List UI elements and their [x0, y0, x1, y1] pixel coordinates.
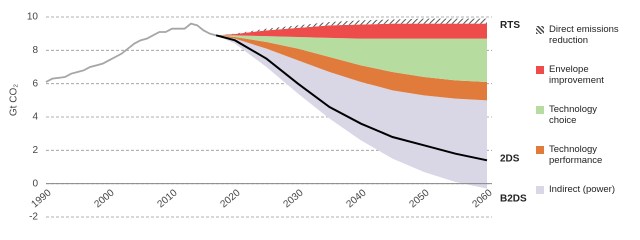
y-tick-label: 0 [32, 178, 38, 189]
scenario-label: RTS [500, 20, 520, 31]
legend-item: Technology performance [536, 144, 627, 166]
scenario-line [215, 34, 488, 162]
y-tick-label: 10 [27, 12, 39, 23]
y-tick-label: -2 [29, 212, 38, 223]
x-tick-label: 2060 [471, 187, 495, 210]
chart-svg: Gt CO₂ -2 0 2 4 6 8 10 RTS 2DS B2DS 1990 2000 2010 20… [9, 12, 527, 223]
area [216, 23, 487, 39]
legend-item: Direct emissions reduction [536, 24, 627, 46]
legend-item: Envelope improvement [536, 64, 627, 86]
legend-label: Indirect (power) [549, 184, 615, 195]
legend-label: Technology performance [549, 144, 603, 166]
y-tick-label: 2 [32, 145, 38, 156]
legend-label: Direct emissions reduction [549, 24, 619, 46]
legend-swatch [536, 26, 544, 34]
area [216, 18, 487, 36]
x-tick-label: 2000 [93, 187, 117, 210]
area [216, 35, 487, 101]
legend-item: Indirect (power) [536, 184, 627, 195]
legend-swatch [536, 66, 544, 74]
y-axis-label: Gt CO₂ [9, 84, 20, 116]
x-tick-label: 2030 [282, 187, 306, 210]
x-tick-label: 2040 [345, 187, 369, 210]
x-tick-label: 2010 [156, 187, 180, 210]
y-tick-label: 8 [32, 45, 38, 56]
area [216, 35, 487, 82]
x-tick-label: 1990 [30, 187, 54, 210]
legend-swatch [536, 106, 544, 114]
x-tick-label: 2020 [219, 187, 243, 210]
scenario-label: B2DS [500, 193, 527, 204]
legend-label: Technology choice [549, 104, 598, 126]
history-line [45, 22, 217, 83]
legend-swatch [536, 186, 544, 194]
y-tick-label: 6 [32, 78, 38, 89]
legend-item: Technology choice [536, 104, 627, 126]
y-tick-label: 4 [32, 112, 38, 123]
scenario-label: 2DS [500, 153, 520, 164]
x-tick-label: 2050 [408, 187, 432, 210]
chart: Gt CO₂ -2 0 2 4 6 8 10 RTS 2DS B2DS 1990 2000 2010 20… [9, 12, 627, 223]
legend-label: Envelope improvement [549, 64, 604, 86]
legend-swatch [536, 146, 544, 154]
